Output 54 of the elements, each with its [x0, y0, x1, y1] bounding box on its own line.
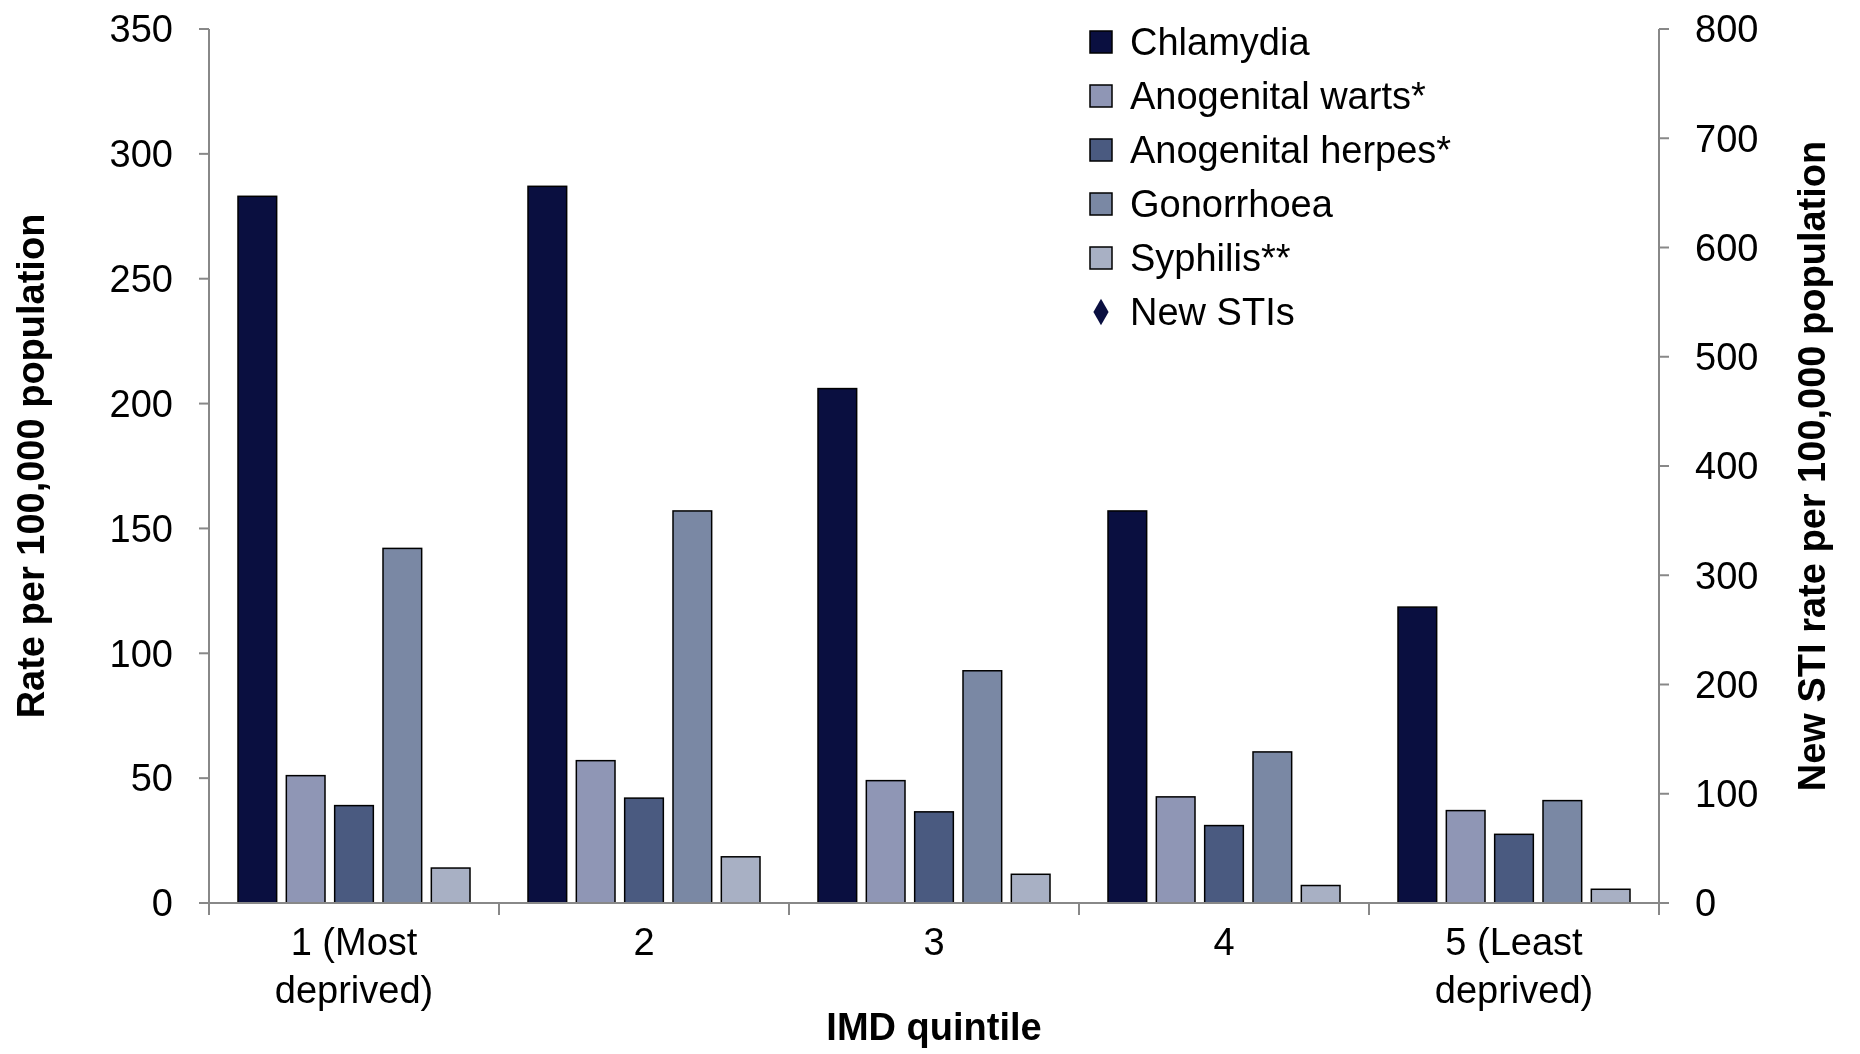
bar: [1493, 833, 1535, 904]
y-tick-label: 50: [130, 757, 173, 800]
y2-axis-title: New STI rate per 100,000 population: [1791, 140, 1833, 792]
bar: [575, 759, 616, 904]
bar: [527, 185, 568, 904]
x-tick-label: 2: [633, 921, 655, 963]
bar: [913, 811, 955, 904]
y-tick-label: 350: [109, 8, 173, 51]
legend-label: Chlamydia: [1130, 21, 1311, 64]
bar: [720, 856, 761, 904]
legend-label: Gonorrhoea: [1130, 183, 1334, 226]
x-tick-label: 3: [923, 921, 945, 963]
bar: [237, 195, 278, 904]
y2-tick-label: 400: [1695, 445, 1759, 488]
bar: [1010, 873, 1051, 904]
legend-label: Anogenital herpes*: [1130, 129, 1452, 172]
bar: [1445, 809, 1486, 904]
bar: [865, 779, 906, 904]
bar: [1397, 606, 1438, 904]
legend-label: Anogenital warts*: [1130, 75, 1426, 118]
y2-tick-label: 100: [1695, 773, 1759, 816]
x-tick-label: 4: [1213, 921, 1235, 963]
y-tick-label: 100: [109, 632, 173, 675]
bar: [1107, 510, 1148, 904]
y-tick-label: 250: [109, 258, 173, 301]
bar: [333, 804, 375, 904]
bar: [382, 547, 423, 904]
bar: [285, 774, 326, 904]
legend-label: New STIs: [1130, 291, 1295, 334]
bar: [1542, 799, 1583, 904]
bar: [962, 670, 1003, 904]
legend-label: Syphilis**: [1130, 237, 1291, 280]
y-tick-label: 150: [109, 507, 173, 550]
y2-tick-label: 500: [1695, 336, 1759, 379]
y2-tick-label: 0: [1695, 882, 1717, 925]
y-axis-title: Rate per 100,000 population: [10, 213, 52, 719]
bar: [817, 387, 858, 904]
y2-tick-label: 600: [1695, 226, 1759, 269]
bar: [623, 797, 665, 904]
bar: [1155, 796, 1196, 904]
y-tick-label: 300: [109, 133, 173, 176]
y2-tick-label: 200: [1695, 663, 1759, 706]
bar: [1252, 751, 1293, 904]
y2-tick-label: 700: [1695, 117, 1759, 160]
y-tick-label: 0: [151, 882, 173, 925]
bar: [672, 510, 713, 904]
x-tick-label: 1 (Most deprived): [274, 921, 434, 1011]
y-tick-label: 200: [109, 382, 173, 425]
x-axis-title: IMD quintile: [826, 1006, 1042, 1048]
x-tick-label: 5 (Least deprived): [1434, 921, 1594, 1011]
bar: [1203, 824, 1245, 904]
y2-tick-label: 800: [1695, 8, 1759, 51]
y2-tick-label: 300: [1695, 554, 1759, 597]
bar: [430, 867, 471, 904]
